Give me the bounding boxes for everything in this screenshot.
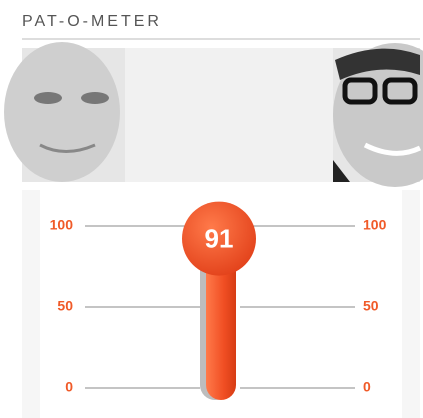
value-label: 91 bbox=[205, 223, 234, 253]
left-face bbox=[4, 42, 125, 182]
gauge-bulb bbox=[182, 201, 256, 276]
right-face bbox=[333, 43, 423, 187]
gauge-tube bbox=[206, 240, 236, 400]
y-tick-label-right: 50 bbox=[363, 298, 379, 314]
y-tick-label-right: 0 bbox=[363, 379, 371, 395]
y-tick-label-right: 100 bbox=[363, 217, 387, 233]
y-tick-label: 50 bbox=[57, 298, 73, 314]
y-tick-label: 0 bbox=[65, 379, 73, 395]
widget-title: PAT-O-METER bbox=[22, 13, 162, 30]
y-tick-label: 100 bbox=[50, 217, 74, 233]
